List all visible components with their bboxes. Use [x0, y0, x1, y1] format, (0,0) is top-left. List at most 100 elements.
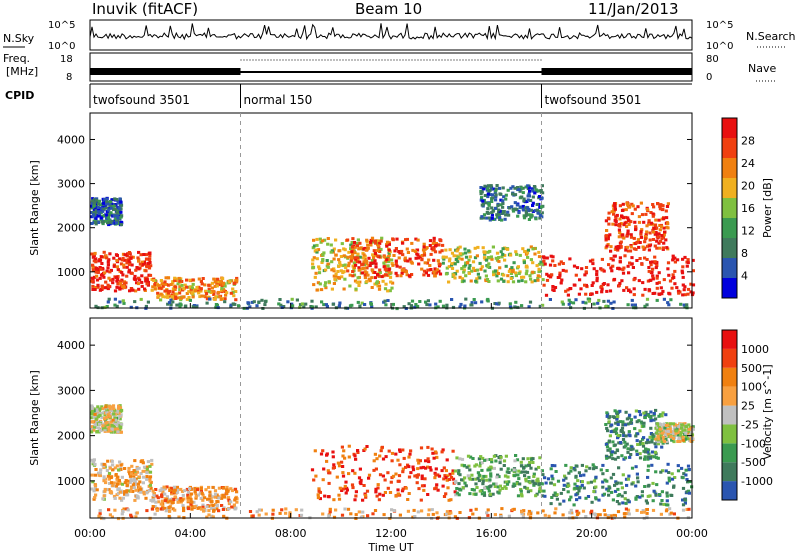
data-cell — [226, 507, 231, 511]
data-cell — [218, 283, 222, 287]
data-cell — [532, 483, 536, 487]
data-cell — [538, 275, 542, 279]
data-cell — [175, 485, 179, 489]
data-cell — [651, 228, 655, 232]
data-cell — [610, 210, 614, 214]
data-cell — [562, 483, 566, 487]
data-cell — [166, 295, 170, 299]
data-cell — [320, 300, 324, 304]
data-cell — [654, 266, 658, 270]
data-cell — [91, 263, 95, 267]
data-cell — [106, 429, 110, 433]
data-cell — [572, 503, 576, 507]
data-cell — [537, 262, 542, 266]
data-cell — [207, 287, 211, 291]
data-cell — [119, 468, 123, 471]
data-cell — [213, 495, 217, 499]
data-cell — [675, 426, 679, 430]
data-cell — [337, 258, 341, 262]
data-cell — [687, 423, 691, 427]
data-cell — [352, 267, 356, 271]
data-cell — [641, 245, 645, 249]
data-cell — [635, 240, 639, 244]
data-cell — [115, 304, 119, 308]
data-cell — [611, 457, 615, 461]
data-cell — [578, 278, 582, 282]
data-cell — [139, 460, 143, 464]
data-cell — [382, 265, 386, 269]
data-cell — [159, 287, 163, 291]
data-cell — [116, 416, 120, 420]
data-cell — [139, 487, 143, 491]
data-cell — [635, 453, 639, 456]
data-cell — [188, 278, 192, 282]
data-cell — [494, 198, 498, 202]
data-cell — [675, 286, 679, 290]
data-cell — [686, 261, 690, 265]
data-cell — [535, 264, 539, 268]
colorbar-tick-label: 4 — [741, 270, 748, 283]
data-cell — [489, 184, 493, 188]
data-cell — [426, 465, 430, 469]
data-cell — [501, 202, 505, 205]
data-cell — [659, 512, 663, 516]
data-cell — [460, 280, 464, 284]
data-cell — [152, 492, 156, 495]
data-cell — [582, 473, 586, 477]
data-cell — [664, 469, 668, 473]
data-cell — [171, 300, 175, 304]
data-cell — [480, 489, 484, 492]
data-cell — [92, 415, 96, 419]
data-cell — [94, 286, 98, 290]
data-cell — [395, 274, 399, 278]
data-cell — [464, 274, 468, 278]
data-cell — [497, 213, 501, 217]
data-cell — [107, 508, 111, 512]
data-cell — [516, 305, 520, 309]
data-cell — [653, 260, 657, 264]
data-cell — [624, 410, 628, 414]
data-cell — [547, 514, 551, 518]
data-cell — [206, 295, 210, 299]
data-cell — [526, 206, 530, 210]
data-cell — [498, 484, 502, 488]
data-cell — [106, 266, 110, 270]
data-cell — [113, 303, 117, 307]
data-cell — [474, 301, 478, 305]
data-cell — [102, 517, 106, 521]
data-cell — [369, 240, 373, 244]
data-cell — [133, 459, 137, 463]
data-cell — [205, 301, 209, 305]
data-cell — [509, 277, 513, 280]
data-cell — [217, 509, 221, 513]
data-cell — [476, 471, 480, 475]
data-cell — [179, 497, 183, 501]
data-cell — [518, 189, 522, 193]
data-cell — [391, 281, 395, 285]
data-cell — [468, 255, 472, 259]
data-cell — [196, 488, 200, 492]
data-cell — [333, 277, 337, 281]
data-cell — [655, 260, 659, 264]
data-cell — [356, 449, 360, 452]
data-cell — [669, 430, 673, 434]
data-cell — [138, 485, 142, 489]
data-cell — [441, 484, 445, 488]
data-cell — [472, 488, 476, 492]
data-cell — [524, 479, 528, 483]
data-cell — [548, 275, 552, 278]
data-cell — [409, 260, 413, 264]
data-cell — [394, 452, 398, 456]
data-cell — [639, 232, 643, 236]
data-cell — [561, 268, 565, 272]
data-cell — [478, 261, 482, 265]
data-cell — [232, 294, 236, 298]
data-cell — [499, 198, 503, 202]
data-cell — [486, 207, 490, 211]
data-cell — [106, 287, 110, 291]
data-cell — [488, 188, 492, 192]
data-cell — [514, 250, 518, 254]
data-cell — [295, 298, 299, 302]
data-cell — [526, 457, 530, 461]
data-cell — [413, 474, 417, 478]
